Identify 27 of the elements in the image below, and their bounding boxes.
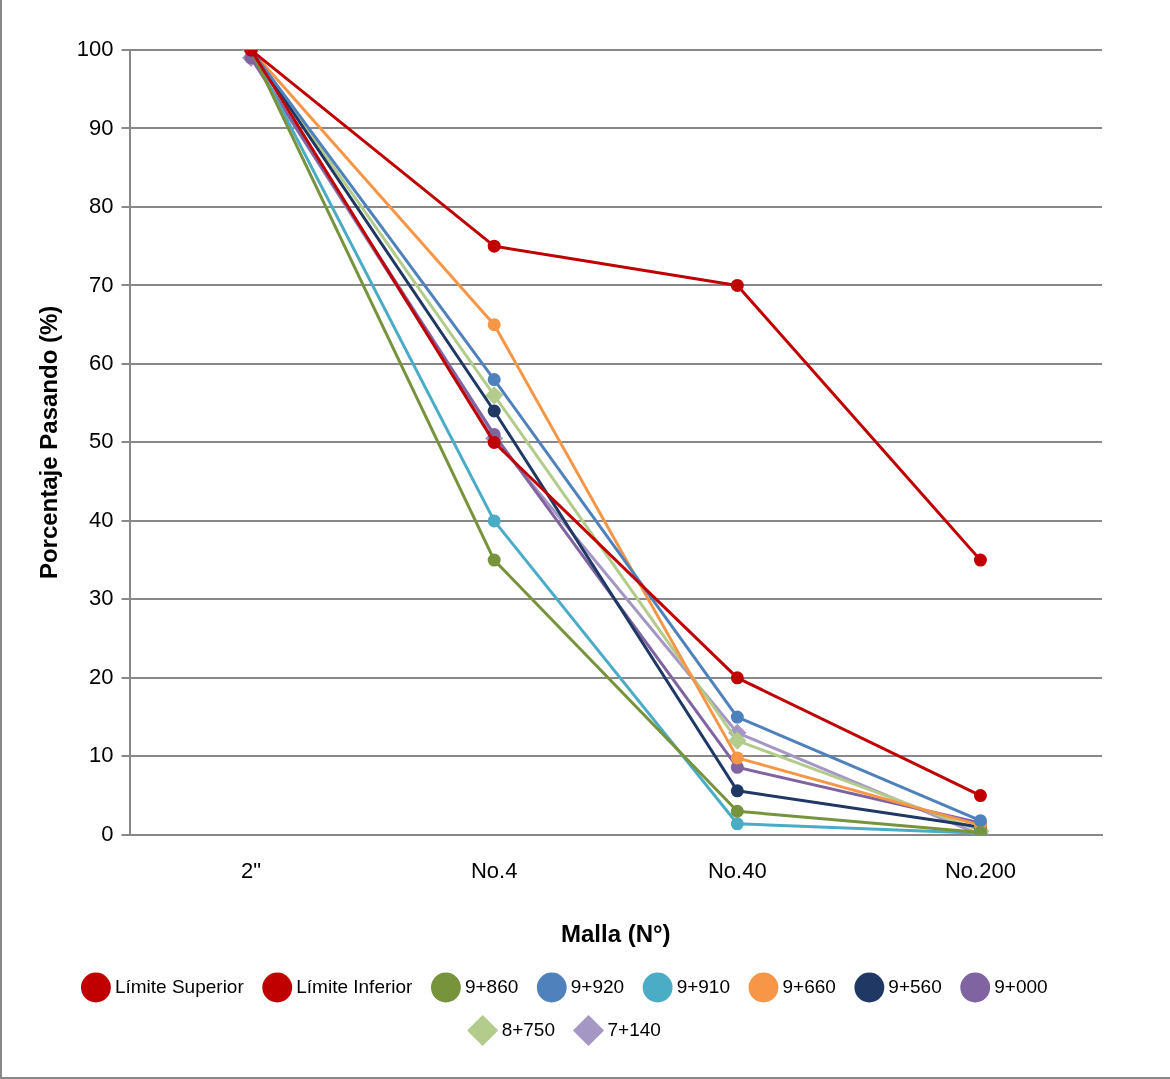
y-tick-label: 40 — [89, 506, 114, 532]
y-tick-label: 30 — [89, 585, 114, 611]
legend-label: 9+660 — [782, 975, 836, 997]
legend-label: 9+920 — [570, 975, 625, 997]
y-tick-label: 70 — [89, 271, 114, 297]
x-tick-label: No.200 — [944, 858, 1016, 884]
legend-label: Límite Superior — [114, 975, 245, 997]
legend-label: 8+750 — [501, 1018, 556, 1040]
x-tick-label: No.4 — [470, 858, 518, 884]
legend-label: Límite Inferior — [296, 975, 414, 997]
legend-label: 9+560 — [888, 975, 942, 997]
legend-label: 9+000 — [994, 975, 1048, 997]
y-tick-label: 80 — [89, 193, 114, 219]
y-tick-label: 20 — [89, 663, 114, 689]
y-tick-label: 0 — [101, 820, 114, 846]
x-axis-title: Malla (N°) — [560, 920, 671, 948]
y-tick-label: 90 — [89, 114, 114, 140]
y-axis-title: Porcentaje Pasando (%) — [35, 305, 63, 580]
x-tick-label: No.40 — [707, 858, 767, 884]
x-tick-label: 2" — [241, 858, 262, 884]
legend-label: 9+860 — [464, 975, 519, 997]
legend-label: 9+910 — [676, 975, 731, 997]
y-tick-label: 10 — [89, 742, 114, 768]
legend-label: 7+140 — [607, 1018, 661, 1040]
y-tick-label: 60 — [89, 349, 114, 375]
y-tick-label: 100 — [76, 36, 114, 62]
y-tick-label: 50 — [89, 428, 114, 454]
